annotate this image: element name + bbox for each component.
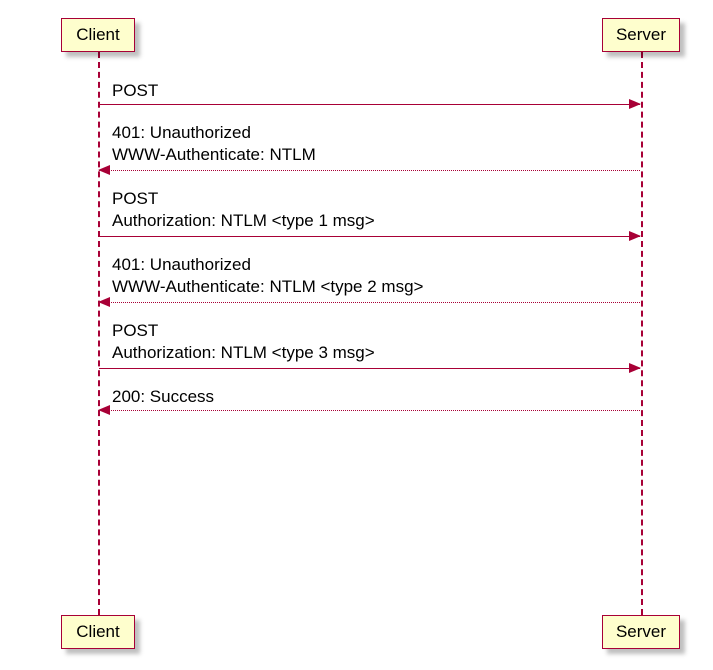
participant-server-bottom: Server bbox=[602, 615, 680, 649]
message-arrow bbox=[99, 236, 640, 237]
message-label: POST Authorization: NTLM <type 1 msg> bbox=[112, 188, 375, 232]
arrow-left-icon bbox=[98, 405, 110, 415]
arrow-left-icon bbox=[98, 297, 110, 307]
lifeline bbox=[641, 52, 643, 615]
arrow-right-icon bbox=[629, 231, 641, 241]
message-label: 200: Success bbox=[112, 386, 214, 408]
arrow-left-icon bbox=[98, 165, 110, 175]
participant-server-top: Server bbox=[602, 18, 680, 52]
participant-label: Client bbox=[76, 25, 119, 45]
arrow-right-icon bbox=[629, 99, 641, 109]
lifeline bbox=[98, 52, 100, 615]
participant-client-top: Client bbox=[61, 18, 135, 52]
message-arrow bbox=[99, 410, 640, 411]
participant-label: Server bbox=[616, 25, 666, 45]
message-arrow bbox=[99, 302, 640, 303]
participant-label: Server bbox=[616, 622, 666, 642]
message-label: POST bbox=[112, 80, 158, 102]
participant-label: Client bbox=[76, 622, 119, 642]
message-label: 401: Unauthorized WWW-Authenticate: NTLM bbox=[112, 122, 316, 166]
participant-client-bottom: Client bbox=[61, 615, 135, 649]
message-arrow bbox=[99, 368, 640, 369]
message-arrow bbox=[99, 104, 640, 105]
message-arrow bbox=[99, 170, 640, 171]
message-label: 401: Unauthorized WWW-Authenticate: NTLM… bbox=[112, 254, 423, 298]
arrow-right-icon bbox=[629, 363, 641, 373]
message-label: POST Authorization: NTLM <type 3 msg> bbox=[112, 320, 375, 364]
